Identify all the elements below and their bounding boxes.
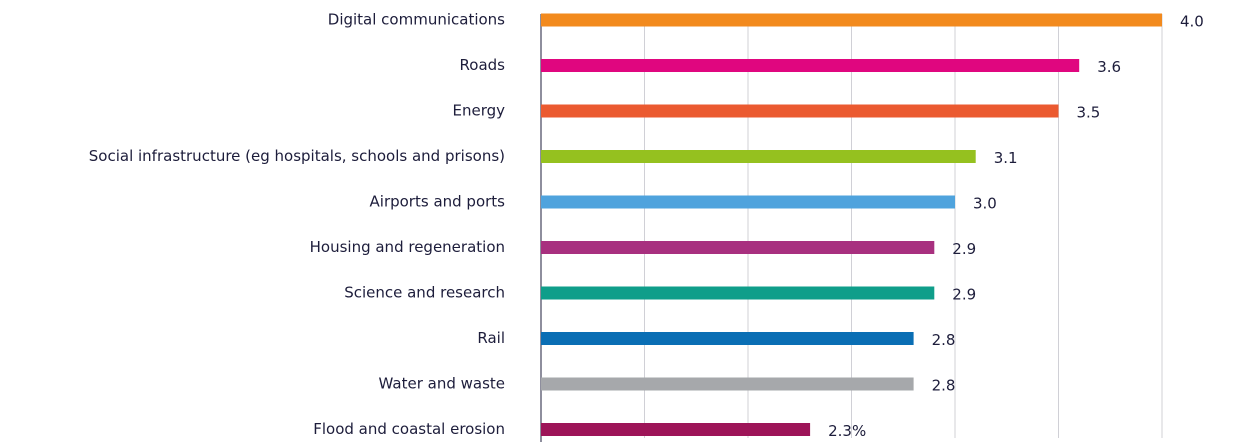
value-label: 3.0 xyxy=(973,195,997,213)
value-label: 2.8 xyxy=(932,377,956,395)
category-label: Science and research xyxy=(344,284,505,302)
category-label: Social infrastructure (eg hospitals, sch… xyxy=(89,147,505,165)
value-label: 3.5 xyxy=(1077,104,1101,122)
category-label: Rail xyxy=(477,329,505,347)
bar xyxy=(541,59,1080,72)
bar xyxy=(541,195,955,209)
bar xyxy=(541,423,811,436)
value-label: 3.1 xyxy=(994,149,1018,167)
bar xyxy=(541,150,976,163)
category-label: Airports and ports xyxy=(370,193,506,211)
value-label: 3.6 xyxy=(1097,58,1121,76)
value-label: 2.9 xyxy=(952,240,976,258)
category-label: Roads xyxy=(460,56,506,74)
bar xyxy=(541,377,914,391)
category-label: Water and waste xyxy=(379,375,505,393)
category-label: Energy xyxy=(452,102,505,120)
value-label: 2.3% xyxy=(828,422,866,440)
category-label: Digital communications xyxy=(328,11,505,29)
bar xyxy=(541,286,935,300)
value-label: 2.9 xyxy=(952,286,976,304)
bar xyxy=(541,332,914,345)
category-label: Flood and coastal erosion xyxy=(313,420,505,438)
bar xyxy=(541,13,1162,27)
value-label: 2.8 xyxy=(932,331,956,349)
bar xyxy=(541,104,1059,118)
category-label: Housing and regeneration xyxy=(310,238,505,256)
value-label: 4.0 xyxy=(1180,13,1204,31)
bar xyxy=(541,241,935,254)
